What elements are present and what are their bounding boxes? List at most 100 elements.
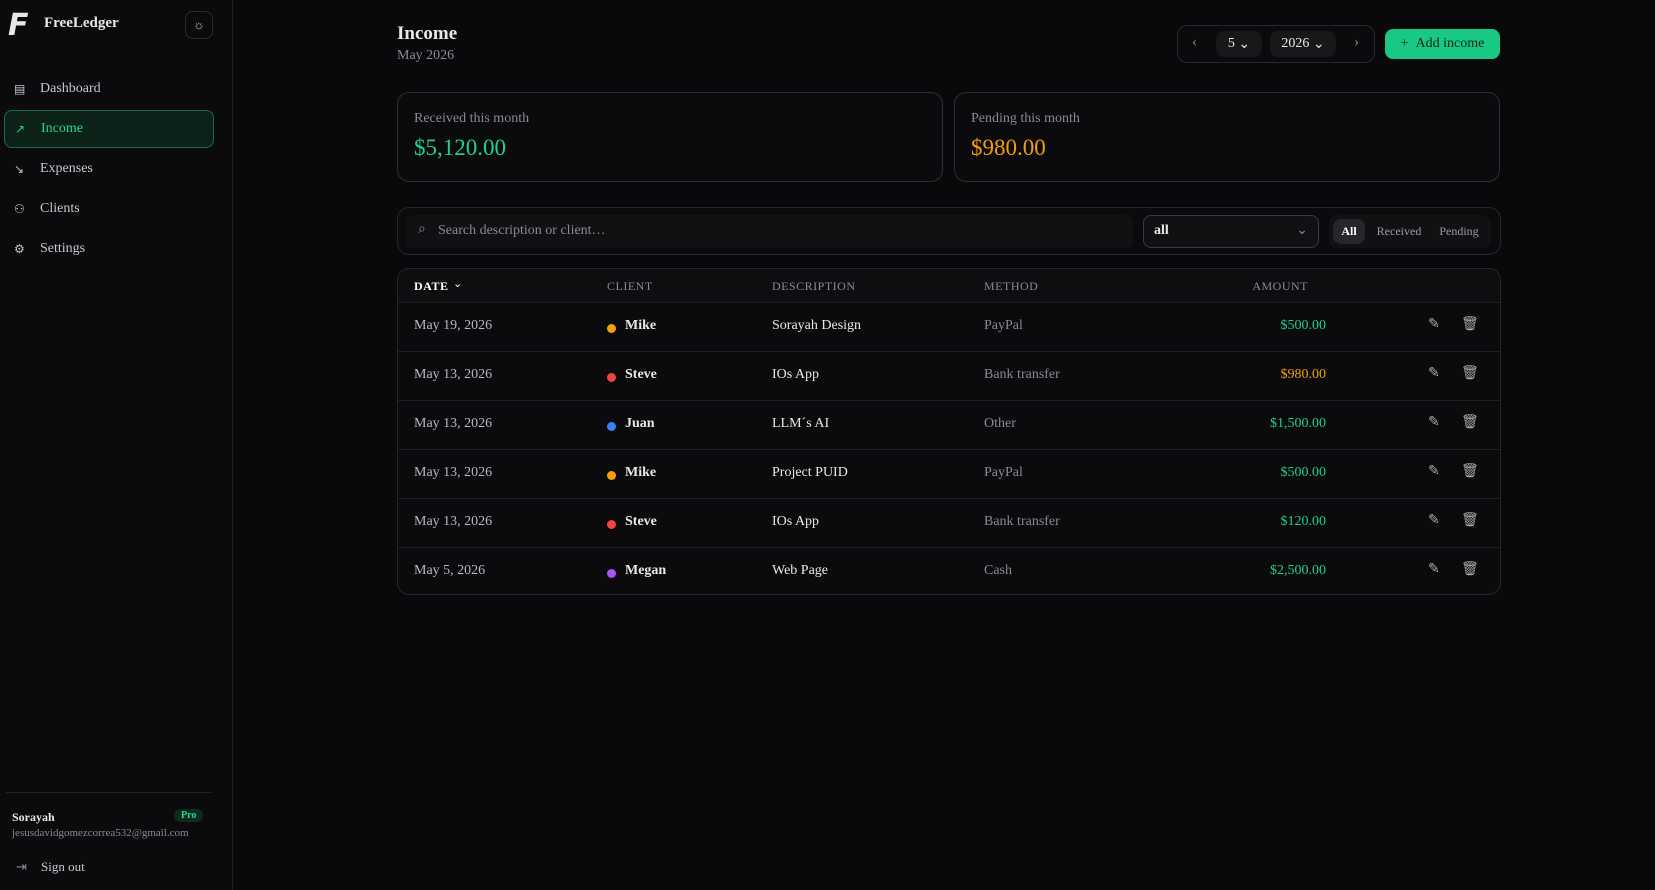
description: IOs App xyxy=(772,514,820,529)
edit-button[interactable]: ✎ xyxy=(1428,464,1440,479)
description: Project PUID xyxy=(772,465,848,480)
method: PayPal xyxy=(984,318,1023,333)
logo: F xyxy=(8,8,29,43)
nav-item[interactable]: ⚙ Settings xyxy=(4,230,214,268)
summary-card: Pending this month $980.00 xyxy=(954,92,1500,182)
column-header: DESCRIPTION xyxy=(772,279,856,293)
date: May 13, 2026 xyxy=(414,514,493,529)
year: 2026 xyxy=(1281,36,1310,51)
client: Mike xyxy=(625,465,657,480)
month: 5 xyxy=(1227,36,1235,51)
filter-tab[interactable]: Pending xyxy=(1439,224,1479,238)
amount: $980.00 xyxy=(1280,367,1327,382)
date: May 13, 2026 xyxy=(414,416,493,431)
filter-tab[interactable]: All xyxy=(1333,219,1365,244)
status-select[interactable]: all ⌄ xyxy=(1143,215,1319,248)
card-value: $980.00 xyxy=(971,135,1046,160)
tabs: All Received Pending xyxy=(1329,215,1491,248)
add-income-label: Add income xyxy=(1415,36,1485,51)
nav-icon: ⚙ xyxy=(14,241,25,256)
delete-button[interactable]: 🗑 xyxy=(1461,464,1479,479)
nav-label: Clients xyxy=(40,201,80,216)
client-dot xyxy=(607,324,616,333)
edit-button[interactable]: ✎ xyxy=(1428,562,1440,577)
next-month[interactable]: › xyxy=(1354,34,1359,50)
amount: $500.00 xyxy=(1280,318,1327,333)
method: Cash xyxy=(984,563,1012,578)
status-select-value: all xyxy=(1154,223,1169,238)
nav-icon: ▤ xyxy=(14,81,26,96)
date: May 13, 2026 xyxy=(414,465,493,480)
search-input[interactable]: ⌕ Search description or client… xyxy=(406,215,1133,248)
description: IOs App xyxy=(772,367,820,382)
client-dot xyxy=(607,422,616,431)
page-subtitle: May 2026 xyxy=(397,48,455,63)
table-row: May 13, 2026 Juan LLM´s AI Other $1,500.00 ✎ 🗑 xyxy=(398,400,1500,449)
card-label: Received this month xyxy=(414,111,530,126)
client: Steve xyxy=(625,367,657,382)
search-placeholder: Search description or client… xyxy=(438,223,606,238)
table-row: May 13, 2026 Mike Project PUID PayPal $500.0… xyxy=(398,449,1500,498)
nav-item[interactable]: ⚇ Clients xyxy=(4,190,214,228)
description: LLM´s AI xyxy=(772,416,830,431)
edit-button[interactable]: ✎ xyxy=(1428,513,1440,528)
user-name: Sorayah xyxy=(12,810,55,824)
amount: $1,500.00 xyxy=(1270,416,1326,431)
year-select[interactable]: 2026 ⌄ xyxy=(1270,31,1336,57)
edit-button[interactable]: ✎ xyxy=(1428,366,1440,381)
nav-item[interactable]: ↗ Income xyxy=(4,110,214,148)
client-dot xyxy=(607,520,616,529)
sign-out-icon: ⇥ xyxy=(16,859,27,874)
edit-button[interactable]: ✎ xyxy=(1428,415,1440,430)
amount: $500.00 xyxy=(1280,465,1327,480)
month-select[interactable]: 5 ⌄ xyxy=(1216,31,1262,57)
table-row: May 5, 2026 Megan Web Page Cash $2,500.00 ✎ 🗑 xyxy=(398,547,1500,594)
delete-button[interactable]: 🗑 xyxy=(1461,366,1479,381)
nav-icon: ↗ xyxy=(15,121,26,136)
theme-toggle[interactable]: ☼ xyxy=(185,11,213,39)
method: Bank transfer xyxy=(984,514,1060,529)
delete-button[interactable]: 🗑 xyxy=(1461,513,1479,528)
user-email: jesusdavidgomezcorrea532@gmail.com xyxy=(12,827,189,839)
amount: $120.00 xyxy=(1280,514,1327,529)
prev-month[interactable]: ‹ xyxy=(1192,34,1197,50)
delete-button[interactable]: 🗑 xyxy=(1461,562,1479,577)
method: Other xyxy=(984,416,1016,431)
table-row: May 13, 2026 Steve IOs App Bank transfer $12… xyxy=(398,498,1500,547)
search-icon: ⌕ xyxy=(418,222,426,237)
nav-label: Settings xyxy=(40,241,86,256)
period-picker: ‹ 5 ⌄ 2026 ⌄ › xyxy=(1177,25,1375,63)
client: Mike xyxy=(625,318,657,333)
card-label: Pending this month xyxy=(971,111,1080,126)
date: May 19, 2026 xyxy=(414,318,493,333)
nav-label: Dashboard xyxy=(40,81,101,96)
column-header[interactable]: DATE xyxy=(414,279,449,293)
nav-label: Expenses xyxy=(40,161,93,176)
client-dot xyxy=(607,471,616,480)
plan-badge: Pro xyxy=(174,809,204,822)
nav-icon: ↘ xyxy=(14,161,25,176)
table-row: May 19, 2026 Mike Sorayah Design PayPal $500… xyxy=(398,302,1500,351)
edit-button[interactable]: ✎ xyxy=(1428,317,1440,332)
divider xyxy=(6,792,212,793)
filter-bar: ⌕ Search description or client… all ⌄ Al… xyxy=(397,207,1501,255)
sign-out[interactable]: Sign out xyxy=(41,859,85,874)
delete-button[interactable]: 🗑 xyxy=(1461,415,1479,430)
sort-icon: ⌄ xyxy=(453,278,463,290)
add-income-button[interactable]: + Add income xyxy=(1385,29,1500,59)
delete-button[interactable]: 🗑 xyxy=(1461,317,1479,332)
filter-tab[interactable]: Received xyxy=(1376,224,1422,238)
client: Juan xyxy=(625,416,655,431)
method: PayPal xyxy=(984,465,1023,480)
column-header: METHOD xyxy=(984,279,1039,293)
table-row: May 13, 2026 Steve IOs App Bank transfer $98… xyxy=(398,351,1500,400)
table-header: DATE CLIENT DESCRIPTION METHOD AMOUNT ⌄ xyxy=(398,269,1500,302)
client: Steve xyxy=(625,514,657,529)
nav-item[interactable]: ↘ Expenses xyxy=(4,150,214,188)
nav-item[interactable]: ▤ Dashboard xyxy=(4,70,214,108)
nav-label: Income xyxy=(41,121,83,136)
client-dot xyxy=(607,373,616,382)
column-header: CLIENT xyxy=(607,279,653,293)
amount: $2,500.00 xyxy=(1270,563,1326,578)
